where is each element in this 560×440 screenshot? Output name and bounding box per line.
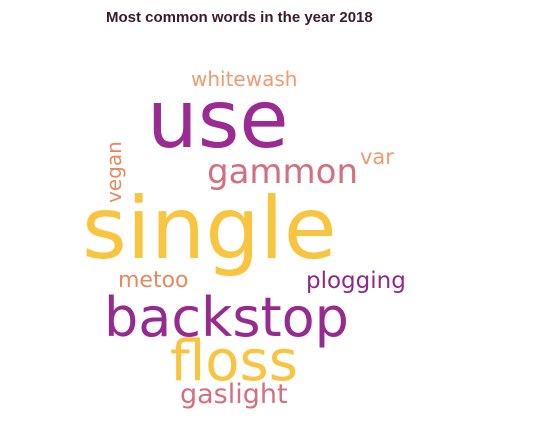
word-gaslight: gaslight [180, 379, 288, 410]
word-metoo: metoo [118, 268, 189, 293]
word-whitewash: whitewash [191, 67, 298, 91]
word-backstop: backstop [104, 286, 349, 349]
word-plogging: plogging [306, 268, 406, 294]
chart-title: Most common words in the year 2018 [106, 9, 373, 26]
word-var: var [360, 145, 394, 169]
word-use: use [147, 73, 289, 166]
word-gammon: gammon [207, 152, 359, 192]
word-vegan: vegan [102, 141, 126, 203]
word-floss: floss [170, 329, 298, 394]
word-single: single [82, 179, 337, 279]
